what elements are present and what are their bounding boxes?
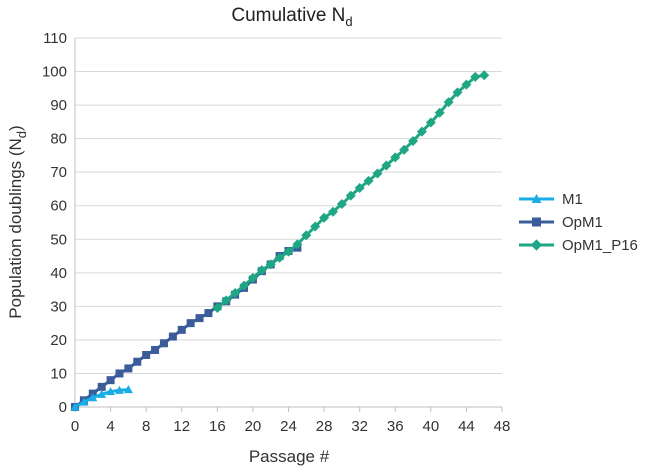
legend-marker-opm1 <box>532 217 541 227</box>
data-point-m1 <box>114 385 124 394</box>
data-point-opm1-p16 <box>408 135 419 146</box>
x-tick-label: 20 <box>245 418 262 435</box>
data-point-opm1-p16 <box>470 71 481 82</box>
y-tick-label: 50 <box>50 231 67 248</box>
legend-label-opm1-p16: OpM1_P16 <box>562 237 638 254</box>
data-point-opm1-p16 <box>327 206 338 217</box>
data-point-opm1-p16 <box>292 239 303 250</box>
y-tick-label: 20 <box>50 332 67 349</box>
x-tick-label: 0 <box>71 418 79 435</box>
data-point-opm1 <box>115 369 124 378</box>
data-point-m1 <box>106 387 116 396</box>
y-tick-label: 100 <box>42 64 67 81</box>
y-tick-labels: 0 10 20 30 40 50 60 70 80 90 100 110 <box>42 30 67 416</box>
data-point-opm1 <box>124 364 133 373</box>
data-point-opm1-p16 <box>461 79 472 90</box>
x-tick-label: 32 <box>351 418 368 435</box>
data-point-opm1-p16 <box>434 107 445 118</box>
x-tick-label: 8 <box>142 418 150 435</box>
data-point-opm1-p16 <box>416 126 427 137</box>
x-tick-label: 28 <box>316 418 333 435</box>
data-point-opm1-p16 <box>425 117 436 128</box>
data-point-opm1 <box>133 357 142 366</box>
y-tick-label: 80 <box>50 131 67 148</box>
x-tick-label: 4 <box>106 418 114 435</box>
legend-marker-opm1-p16 <box>530 239 543 251</box>
x-tick-label: 16 <box>209 418 226 435</box>
data-point-opm1-p16 <box>336 199 347 210</box>
data-point-opm1-p16 <box>310 221 321 232</box>
series-m1 <box>70 385 133 411</box>
legend: M1 OpM1 OpM1_P16 <box>519 191 638 254</box>
data-point-m1 <box>97 389 107 398</box>
data-point-opm1-p16 <box>381 160 392 171</box>
series-opm1 <box>71 243 302 411</box>
plot-series <box>70 70 490 411</box>
data-point-m1 <box>70 402 80 411</box>
y-axis-title: Population doublings (Nd) <box>6 125 29 318</box>
data-point-opm1-p16 <box>274 252 285 263</box>
data-point-opm1-p16 <box>212 303 223 314</box>
data-point-opm1-p16 <box>265 259 276 270</box>
data-point-opm1 <box>142 351 151 360</box>
x-tick-label: 44 <box>458 418 475 435</box>
legend-label-opm1: OpM1 <box>562 214 603 231</box>
y-tick-label: 0 <box>59 399 67 416</box>
legend-marker-m1 <box>531 194 542 203</box>
data-point-m1 <box>88 393 98 402</box>
y-tick-label: 30 <box>50 298 67 315</box>
legend-item-opm1: OpM1 <box>519 214 603 231</box>
data-point-opm1-p16 <box>221 295 232 306</box>
x-tick-label: 36 <box>387 418 404 435</box>
legend-item-opm1-p16: OpM1_P16 <box>519 237 638 254</box>
y-tick-label: 10 <box>50 365 67 382</box>
axes <box>74 38 503 412</box>
legend-label-m1: M1 <box>562 191 583 208</box>
data-point-opm1-p16 <box>372 168 383 179</box>
data-point-opm1-p16 <box>230 287 241 298</box>
y-tick-label: 90 <box>50 97 67 114</box>
y-tick-label: 110 <box>43 30 67 47</box>
x-tick-label: 40 <box>422 418 439 435</box>
data-point-opm1 <box>151 345 160 354</box>
series-opm1-p16 <box>212 70 490 314</box>
data-point-opm1-p16 <box>247 272 258 283</box>
y-tick-label: 60 <box>50 198 67 215</box>
data-point-opm1-p16 <box>452 87 463 98</box>
x-tick-labels: 0 4 8 12 16 20 24 28 32 36 40 44 48 <box>71 418 511 435</box>
data-point-opm1-p16 <box>363 175 374 186</box>
data-point-opm1 <box>186 319 195 328</box>
data-point-opm1 <box>177 325 186 334</box>
data-point-opm1-p16 <box>354 182 365 193</box>
data-point-opm1-p16 <box>479 70 490 81</box>
data-point-opm1-p16 <box>399 144 410 155</box>
x-axis-title: Passage # <box>249 447 330 466</box>
data-point-opm1-p16 <box>301 230 312 241</box>
gridlines <box>75 37 502 374</box>
legend-item-m1: M1 <box>519 191 583 208</box>
data-point-opm1 <box>97 382 106 391</box>
data-point-opm1 <box>159 339 168 348</box>
data-point-opm1-p16 <box>345 190 356 201</box>
data-point-m1 <box>123 385 133 394</box>
y-tick-label: 70 <box>50 164 67 181</box>
data-point-opm1 <box>106 376 115 385</box>
data-point-opm1 <box>204 309 213 318</box>
data-point-opm1-p16 <box>283 246 294 257</box>
x-tick-label: 12 <box>173 418 190 435</box>
data-point-opm1-p16 <box>390 152 401 163</box>
data-point-opm1-p16 <box>239 280 250 291</box>
data-point-opm1-p16 <box>443 97 454 108</box>
chart-title: Cumulative Nd <box>231 5 352 29</box>
data-point-opm1 <box>168 332 177 341</box>
data-point-opm1-p16 <box>256 265 267 276</box>
x-tick-label: 24 <box>280 418 297 435</box>
y-tick-label: 40 <box>50 265 67 282</box>
data-point-opm1-p16 <box>319 212 330 223</box>
x-tick-label: 48 <box>494 418 511 435</box>
data-point-opm1 <box>195 314 204 323</box>
data-point-m1 <box>79 397 89 406</box>
